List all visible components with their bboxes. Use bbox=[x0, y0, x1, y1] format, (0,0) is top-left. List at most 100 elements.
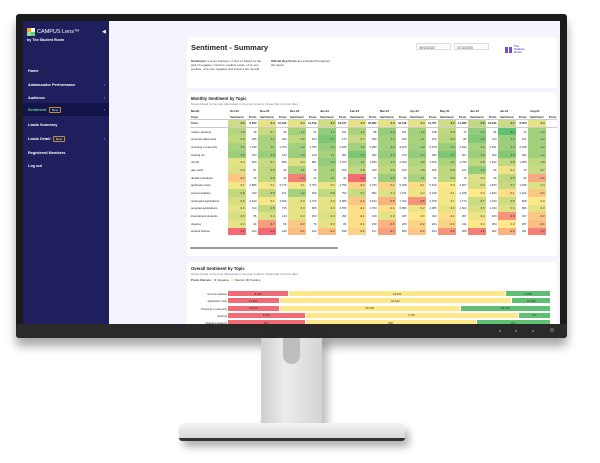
sidebar-item-sentiment[interactable]: Sentiment New › bbox=[23, 103, 109, 116]
posts-cell: 4,750 bbox=[369, 183, 377, 188]
sentiment-cell: -0.4 bbox=[318, 227, 336, 236]
sentiment-cell: 0.3 bbox=[318, 219, 336, 228]
sentiment-cell: 0.0 bbox=[468, 189, 486, 197]
table-row: gap years 0.4 87 0.8 62 1.1 79 1.1 100 0.8 129 0.8 2… bbox=[190, 166, 557, 174]
collapse-sidebar-icon[interactable]: ◀ bbox=[102, 29, 106, 35]
bar-segment-neutral[interactable]: 50,728 bbox=[279, 305, 461, 311]
posts-cell: 144 bbox=[491, 137, 497, 142]
bar-label: disabled students bbox=[205, 321, 227, 324]
sentiment-cell: -0.2 bbox=[438, 219, 456, 228]
sentiment-cell: 1.4 bbox=[378, 150, 396, 159]
sidebar-item-leads-detail[interactable]: Leads Detail New › bbox=[23, 132, 109, 145]
posts-cell: 659 bbox=[401, 229, 407, 234]
sentiment-cell: 0.3 bbox=[288, 204, 306, 213]
bar-segment-neutral[interactable]: 4,791 bbox=[305, 312, 519, 318]
sidebar-item-log-out[interactable]: Log out bbox=[23, 159, 109, 172]
sidebar-item-leads-summary[interactable]: Leads Summary bbox=[23, 118, 109, 131]
posts-cell: 3,942 bbox=[459, 144, 467, 149]
cable-slot bbox=[283, 338, 300, 364]
topic-name: undergrad applications bbox=[191, 198, 220, 203]
posts-cell: 76 bbox=[523, 167, 527, 172]
sentiment-cell: 1.3 bbox=[318, 143, 336, 151]
sentiment-cell: -0.1 bbox=[378, 204, 396, 213]
bar-segment-negative[interactable]: 1,702 bbox=[228, 312, 306, 318]
bar-segment-negative[interactable]: 8,485 bbox=[228, 291, 290, 296]
sentiment-cell: 1.4 bbox=[378, 127, 396, 136]
sentiment-cell: 0.8 bbox=[258, 204, 276, 213]
note-text: a score between -2 and +2 based on the s… bbox=[191, 59, 262, 71]
monitor-stand-neck bbox=[261, 338, 322, 426]
bar-segment-positive[interactable]: 5,058 bbox=[505, 291, 551, 296]
topic-name: student finance bbox=[191, 229, 210, 234]
bar-segment-negative[interactable]: 14,600 bbox=[228, 298, 280, 304]
topic-name: application help bbox=[191, 183, 211, 188]
stacked-bar: 18,876 50,728 28,108 bbox=[228, 305, 551, 311]
topic-name: gap years bbox=[191, 167, 204, 172]
sentiment-cell: 1.1 bbox=[408, 173, 426, 182]
bar-segment-positive[interactable]: 737 bbox=[518, 312, 551, 318]
sentiment-cell: 0.3 bbox=[528, 204, 546, 213]
bar-segment-neutral[interactable]: 63,512 bbox=[279, 298, 513, 304]
sentiment-cell: 0.7 bbox=[348, 135, 366, 144]
month-header: Mar-24 bbox=[380, 109, 390, 113]
sentiment-cell: 1.3 bbox=[438, 143, 456, 151]
sentiment-cell: 0.7 bbox=[468, 196, 486, 205]
power-icon[interactable] bbox=[550, 328, 554, 332]
bar-segment-negative[interactable]: 207 bbox=[228, 320, 306, 324]
sentiment-cell: 0.3 bbox=[288, 120, 306, 127]
sidebar-item-label: Registered Members bbox=[28, 150, 66, 155]
sentiment-header: Sentiment bbox=[530, 114, 544, 119]
date-to-input[interactable]: 07/10/2025 ▫ bbox=[454, 43, 489, 50]
sentiment-cell: -0.8 bbox=[408, 196, 426, 205]
sentiment-cell: 1.2 bbox=[408, 143, 426, 151]
bar-segment-positive[interactable]: 247 bbox=[476, 320, 551, 324]
screen: CAMPUS Lens™ by The Student Room ◀ Home A… bbox=[23, 21, 560, 324]
sidebar-item-audience[interactable]: Audience › bbox=[23, 91, 109, 104]
posts-cell: 314 bbox=[251, 206, 257, 211]
bar-segment-positive[interactable]: 12,648 bbox=[512, 298, 551, 304]
posts-header: Posts bbox=[368, 114, 377, 119]
posts-cell: 150 bbox=[311, 214, 317, 219]
posts-cell: 3,080 bbox=[339, 198, 347, 203]
sentiment-header: Sentiment bbox=[350, 114, 364, 119]
monitor-button[interactable] bbox=[499, 330, 501, 332]
bar-segment-neutral[interactable]: 530 bbox=[305, 320, 477, 324]
sentiment-cell: -1.0 bbox=[528, 227, 546, 236]
posts-cell: 2,248 bbox=[459, 191, 467, 196]
sentiment-cell: 0.2 bbox=[318, 181, 336, 190]
sentiment-cell: 0.7 bbox=[348, 189, 366, 197]
sentiment-cell: 0.2 bbox=[408, 204, 426, 213]
sentiment-cell: 0.4 bbox=[498, 204, 516, 213]
posts-cell: 10,340 bbox=[277, 121, 287, 126]
bar-segment-negative[interactable]: 18,876 bbox=[228, 305, 280, 311]
sidebar-item-ambassador-performance[interactable]: Ambassador Performance › bbox=[23, 78, 109, 91]
monitor-button[interactable] bbox=[532, 330, 534, 332]
posts-cell: 319 bbox=[371, 214, 377, 219]
sentiment-cell: 0.1 bbox=[438, 189, 456, 197]
sentiment-cell: 0.5 bbox=[468, 204, 486, 213]
table-row: accommodation 0.8 430 0.8 471 1.2 409 0.8 752 0.7… bbox=[190, 189, 557, 197]
topic-name: starting uni bbox=[191, 152, 205, 157]
monitor-button[interactable] bbox=[515, 330, 517, 332]
posts-cell: 3,779 bbox=[279, 183, 287, 188]
posts-cell: 184 bbox=[281, 137, 287, 142]
topic-name: uni life bbox=[191, 160, 200, 165]
date-from-input[interactable]: 09/10/2023 ▫ bbox=[416, 43, 451, 50]
sentiment-cell: 0.5 bbox=[228, 212, 246, 220]
posts-cell: 3,189 bbox=[339, 144, 347, 149]
posts-cell: 234 bbox=[431, 221, 437, 226]
sentiment-cell: 1.7 bbox=[438, 150, 456, 159]
posts-cell: 2,541 bbox=[489, 144, 497, 149]
posts-cell: 560 bbox=[281, 160, 287, 165]
posts-cell: 984 bbox=[521, 206, 527, 211]
sentiment-cell: 1.2 bbox=[348, 143, 366, 151]
bar-segment-positive[interactable]: 28,108 bbox=[460, 305, 551, 311]
horizontal-scrollbar[interactable] bbox=[190, 247, 338, 249]
bar-row: choosing a university 18,876 50,728 28,108 bbox=[187, 305, 557, 311]
sentiment-cell: -0.5 bbox=[498, 227, 516, 236]
bar-segment-neutral[interactable]: 23,542 bbox=[289, 291, 506, 296]
sidebar-item-home[interactable]: Home bbox=[23, 64, 109, 77]
sidebar-item-registered-members[interactable]: Registered Members bbox=[23, 146, 109, 159]
sentiment-cell: 0.9 bbox=[438, 135, 456, 144]
rep-posts-note: Official Rep Posts are excluded througho… bbox=[271, 59, 333, 67]
